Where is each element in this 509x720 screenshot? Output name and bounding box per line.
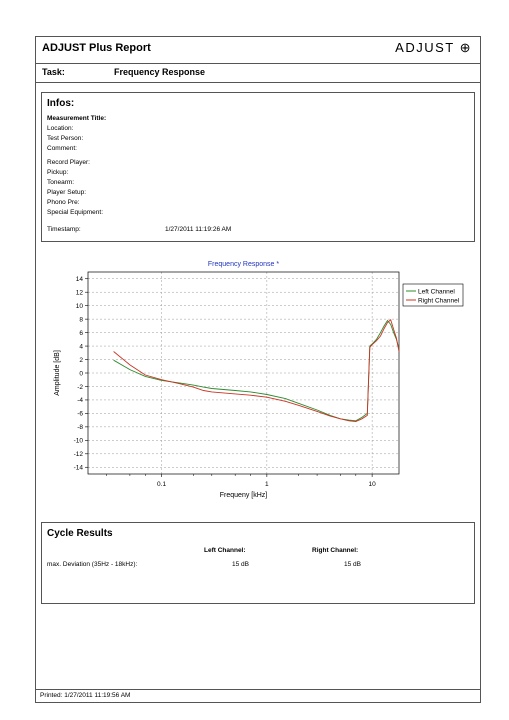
x-tick-label: 0.1 bbox=[157, 481, 166, 488]
info-field: Measurement Title: bbox=[47, 115, 107, 122]
info-field: Player Setup: bbox=[47, 189, 87, 196]
y-axis-label: Amplitude [dB] bbox=[54, 350, 61, 396]
timestamp-label: Timestamp: bbox=[47, 226, 81, 233]
left-channel-header: Left Channel: bbox=[204, 547, 246, 554]
y-tick-label: 6 bbox=[79, 330, 83, 337]
info-field: Phono Pre: bbox=[47, 199, 80, 206]
x-tick-label: 1 bbox=[265, 481, 269, 488]
y-tick-label: 12 bbox=[76, 290, 84, 297]
info-field: Tonearm: bbox=[47, 179, 75, 186]
y-tick-label: -6 bbox=[77, 411, 83, 418]
timestamp-value: 1/27/2011 11:19:26 AM bbox=[165, 226, 232, 233]
y-tick-label: -2 bbox=[77, 384, 83, 391]
left-deviation-value: 15 dB bbox=[232, 561, 249, 568]
legend-box bbox=[402, 283, 464, 307]
y-tick-label: 14 bbox=[76, 276, 84, 283]
plot-area bbox=[87, 271, 400, 475]
report-title: ADJUST Plus Report bbox=[42, 42, 151, 54]
y-tick-label: -4 bbox=[77, 397, 83, 404]
info-field: Location: bbox=[47, 125, 74, 132]
infos-heading: Infos: bbox=[47, 98, 75, 109]
x-axis-label: Frequeny [kHz] bbox=[220, 492, 268, 499]
infos-panel: Infos: Measurement Title: Location: Test… bbox=[41, 92, 475, 242]
task-row: Task: Frequency Response bbox=[36, 63, 480, 83]
frequency-response-chart: Frequency Response * 14 12 10 8 6 4 2 0 -2 -4 -6 -8 -… bbox=[54, 261, 464, 499]
task-value: Frequency Response bbox=[114, 67, 206, 77]
adjust-logo: ADJUST ⊕ bbox=[395, 40, 472, 55]
y-tick-label: -12 bbox=[74, 451, 84, 458]
info-field: Comment: bbox=[47, 145, 77, 152]
info-field: Test Person: bbox=[47, 135, 84, 142]
cycle-results-panel: Cycle Results Left Channel: Right Channe… bbox=[41, 522, 475, 604]
chart-title: Frequency Response * bbox=[208, 261, 279, 268]
info-field: Pickup: bbox=[47, 169, 69, 176]
y-tick-label: -8 bbox=[77, 424, 83, 431]
printed-footer: Printed: 1/27/2011 11:19:56 AM bbox=[36, 689, 480, 702]
x-tick-label: 10 bbox=[369, 481, 377, 488]
series-line bbox=[113, 319, 400, 422]
y-tick-label: -10 bbox=[74, 438, 84, 445]
y-tick-label: 0 bbox=[79, 370, 83, 377]
report-header: ADJUST Plus Report ADJUST ⊕ bbox=[36, 37, 480, 64]
y-tick-label: 2 bbox=[79, 357, 83, 364]
y-tick-label: -14 bbox=[74, 465, 84, 472]
right-deviation-value: 15 dB bbox=[344, 561, 361, 568]
max-deviation-label: max. Deviation (35Hz - 18kHz): bbox=[47, 561, 138, 568]
task-label: Task: bbox=[42, 67, 65, 77]
cycle-heading: Cycle Results bbox=[47, 528, 113, 539]
legend-entry: Left Channel bbox=[418, 288, 455, 295]
right-channel-header: Right Channel: bbox=[312, 547, 359, 554]
series-line bbox=[113, 319, 400, 422]
legend-entry: Right Channel bbox=[418, 297, 460, 304]
y-tick-label: 10 bbox=[76, 303, 84, 310]
info-field: Record Player: bbox=[47, 159, 90, 166]
printed-timestamp: Printed: 1/27/2011 11:19:56 AM bbox=[40, 692, 131, 699]
info-field: Special Equipment: bbox=[47, 209, 104, 216]
y-tick-label: 4 bbox=[79, 343, 83, 350]
y-tick-label: 8 bbox=[79, 316, 83, 323]
report-page: ADJUST Plus Report ADJUST ⊕ Task: Freque… bbox=[35, 36, 481, 703]
